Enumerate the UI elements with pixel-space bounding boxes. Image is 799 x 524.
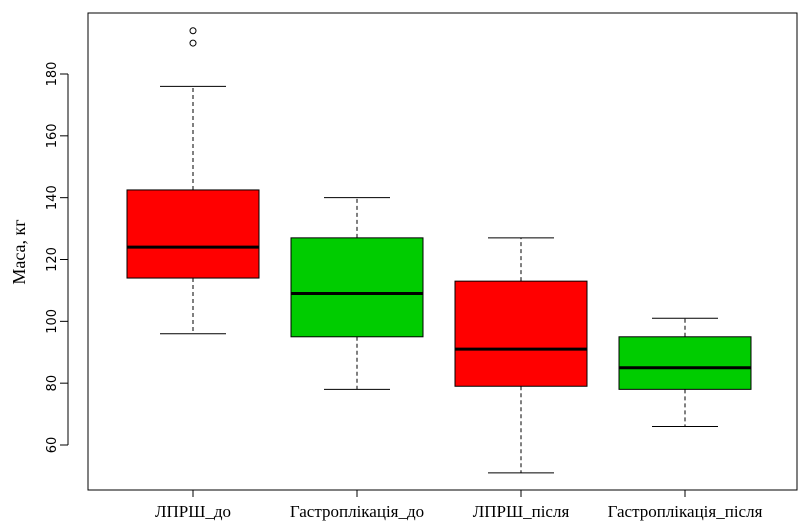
x-tick-label: Гастроплікація_після xyxy=(608,502,763,521)
y-tick-label: 60 xyxy=(45,437,60,454)
y-tick-label: 140 xyxy=(45,185,60,210)
outlier-point xyxy=(189,27,197,35)
box-iqr xyxy=(126,189,260,279)
y-tick-label: 100 xyxy=(45,309,60,334)
y-tick-label: 160 xyxy=(45,123,60,148)
x-tick-label: Гастроплікація_до xyxy=(290,502,424,521)
box-iqr xyxy=(290,237,424,338)
box-group xyxy=(618,317,752,427)
boxes xyxy=(126,27,752,474)
box-iqr xyxy=(454,280,588,387)
y-tick-label: 180 xyxy=(45,62,60,87)
box-group xyxy=(290,197,424,390)
y-axis: 60 80 100 120 140 160 180 xyxy=(45,62,69,454)
x-tick-label: ЛПРШ_після xyxy=(473,502,570,521)
y-axis-title: Маса, кг xyxy=(9,219,29,284)
outlier-point xyxy=(189,39,197,47)
y-tick-label: 80 xyxy=(45,375,60,392)
box-iqr xyxy=(618,336,752,390)
y-tick-label: 120 xyxy=(45,247,60,272)
x-axis: ЛПРШ_до Гастроплікація_до ЛПРШ_після Гастро… xyxy=(155,489,763,521)
box-group xyxy=(126,27,260,335)
x-tick-label: ЛПРШ_до xyxy=(155,502,231,521)
box-group xyxy=(454,237,588,474)
